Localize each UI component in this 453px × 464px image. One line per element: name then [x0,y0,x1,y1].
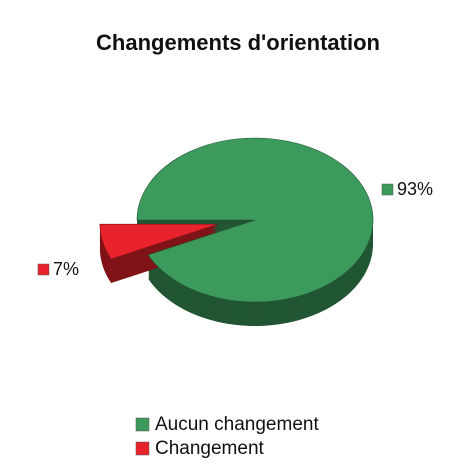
data-label-swatch [37,263,50,276]
legend-swatch [135,417,150,432]
chart-title: Changements d'orientation [96,30,380,55]
data-label-swatch [381,183,394,196]
data-label: 93% [397,179,433,199]
slice [136,137,374,303]
legend-label: Changement [155,438,265,459]
legend-label: Aucun changement [155,414,319,435]
slice [99,223,219,260]
legend-swatch [135,441,150,456]
data-label: 7% [53,259,79,279]
